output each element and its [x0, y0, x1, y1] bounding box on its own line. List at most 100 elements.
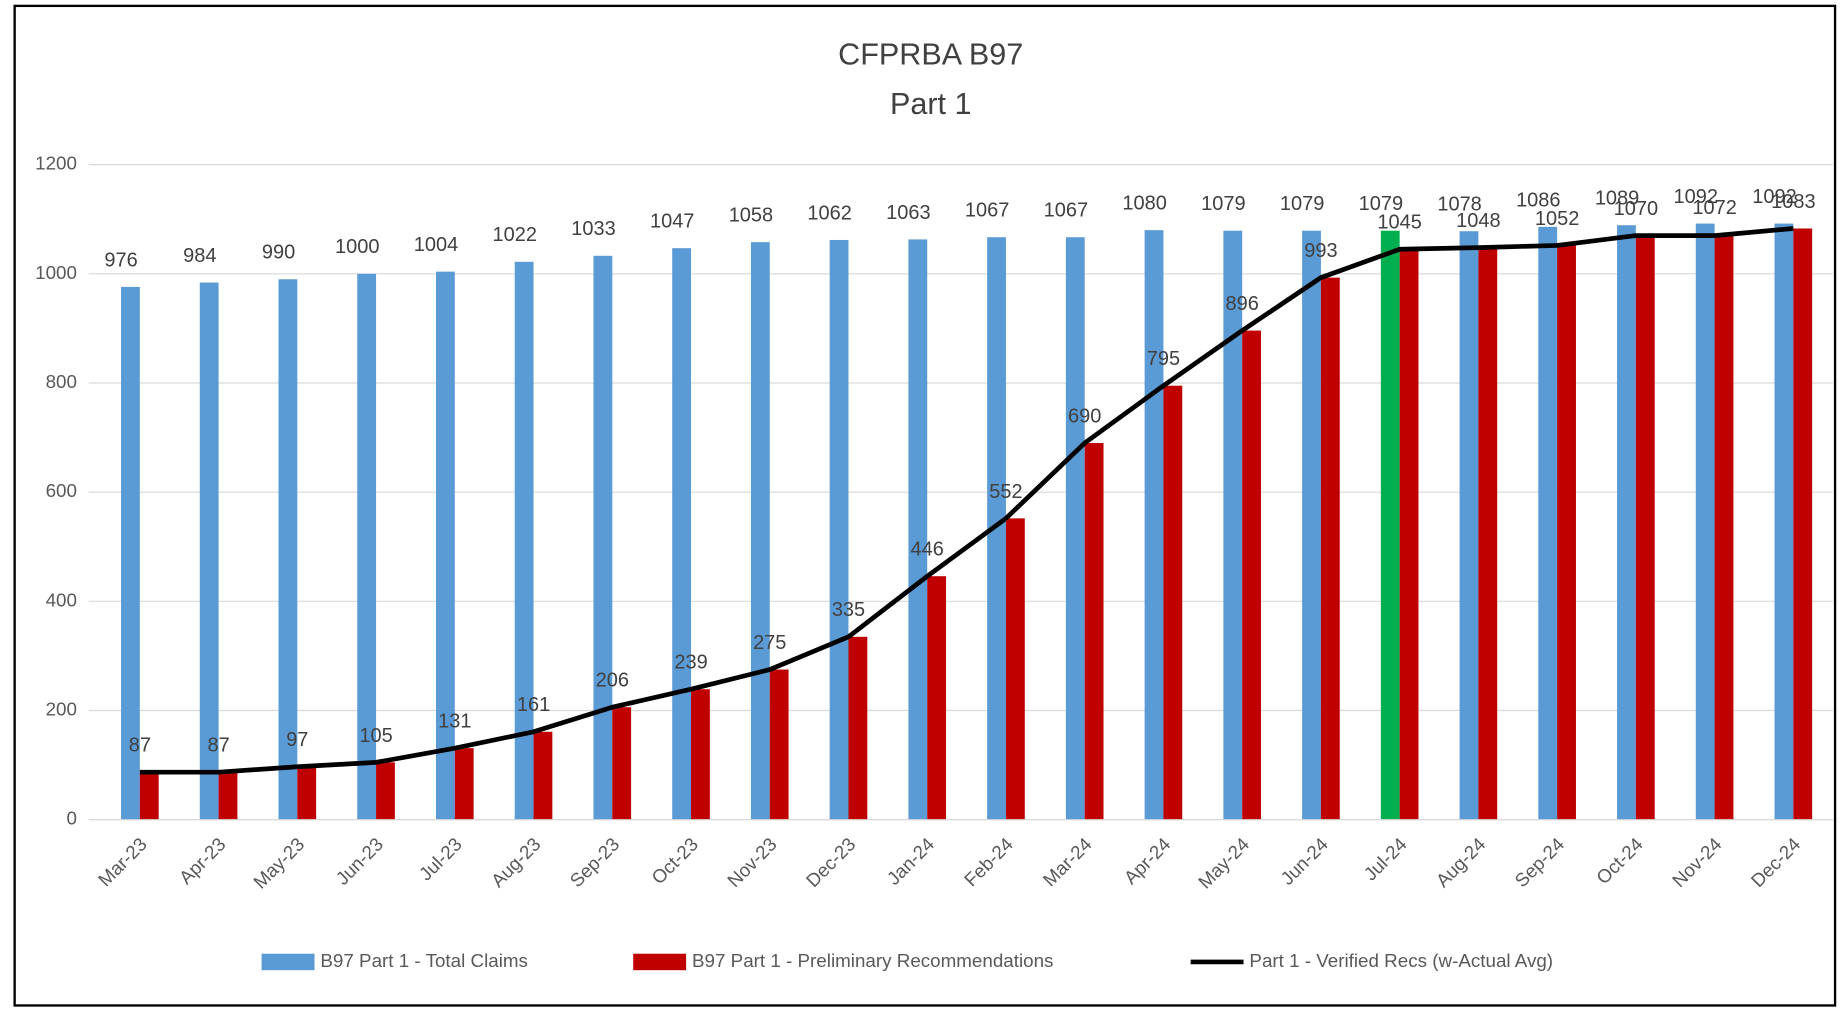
data-label: 984 — [183, 245, 216, 267]
bar — [1714, 234, 1734, 820]
data-label: 1058 — [729, 205, 773, 227]
bar — [750, 242, 770, 820]
bar — [1635, 235, 1655, 820]
data-label: 690 — [1068, 405, 1101, 427]
data-label: 1048 — [1456, 210, 1500, 232]
data-label: 1080 — [1122, 193, 1166, 215]
legend-label: Part 1 - Verified Recs (w-Actual Avg) — [1249, 950, 1553, 971]
data-label: 1086 — [1516, 189, 1560, 211]
y-tick-label: 1000 — [35, 262, 77, 283]
bar — [1459, 231, 1479, 820]
data-label: 1000 — [335, 236, 379, 258]
bar — [908, 239, 928, 820]
data-label: 1092 — [1674, 186, 1718, 208]
data-label: 105 — [359, 725, 392, 747]
data-label: 1083 — [1771, 191, 1815, 213]
data-label: 87 — [207, 735, 229, 757]
data-label: 239 — [674, 652, 707, 674]
legend-label: B97 Part 1 - Preliminary Recommendations — [692, 950, 1053, 971]
data-label: 446 — [911, 539, 944, 561]
y-tick-label: 0 — [66, 808, 76, 829]
data-label: 795 — [1147, 348, 1180, 370]
data-label: 1033 — [571, 218, 615, 240]
legend-swatch — [633, 953, 687, 971]
bar — [218, 772, 238, 820]
legend-label: B97 Part 1 - Total Claims — [320, 950, 528, 971]
bar — [1617, 225, 1636, 820]
bar — [1380, 230, 1400, 820]
bar — [691, 689, 710, 820]
data-label: 131 — [438, 711, 471, 733]
bar — [769, 669, 789, 820]
bar — [297, 766, 317, 820]
data-label: 1079 — [1280, 193, 1324, 215]
data-label: 1067 — [965, 200, 1009, 222]
legend-swatch — [261, 953, 315, 971]
data-label: 1045 — [1377, 212, 1421, 234]
bar — [514, 261, 534, 820]
data-label: 1063 — [886, 202, 930, 224]
bar — [829, 239, 849, 820]
data-label: 1067 — [1044, 200, 1088, 222]
bar — [1538, 226, 1558, 820]
bar — [612, 707, 632, 820]
bar — [1065, 237, 1085, 820]
bar — [357, 273, 377, 820]
data-label: 275 — [753, 632, 786, 654]
data-label: 896 — [1226, 293, 1259, 315]
chart-title: CFPRBA B97 — [838, 38, 1023, 72]
bar — [376, 762, 395, 820]
data-label: 1072 — [1692, 197, 1736, 219]
y-tick-label: 600 — [46, 480, 77, 501]
data-label: 1047 — [650, 211, 694, 233]
data-label: 1004 — [414, 234, 458, 256]
bar — [1320, 277, 1340, 820]
bar — [1163, 385, 1183, 820]
bar — [139, 772, 159, 820]
bar — [533, 731, 553, 820]
data-label: 335 — [832, 599, 865, 621]
bar — [1223, 230, 1243, 820]
y-tick-label: 800 — [46, 371, 77, 392]
bar — [278, 279, 298, 820]
y-tick-label: 400 — [46, 589, 77, 610]
bar — [1005, 518, 1025, 820]
bar — [927, 576, 947, 820]
bar — [1144, 230, 1164, 820]
data-label: 1062 — [807, 202, 851, 224]
data-label: 1070 — [1614, 198, 1658, 220]
y-tick-label: 1200 — [35, 153, 77, 174]
data-label: 161 — [517, 694, 550, 716]
y-tick-label: 200 — [46, 698, 77, 719]
data-label: 1079 — [1359, 193, 1403, 215]
bar — [1774, 223, 1794, 820]
bar — [1557, 245, 1576, 820]
bar — [848, 636, 868, 820]
bar — [1695, 223, 1715, 820]
bar — [1478, 247, 1498, 820]
bar — [1242, 330, 1261, 820]
data-label: 993 — [1304, 240, 1337, 262]
bar — [1399, 249, 1419, 820]
bar — [435, 271, 455, 820]
data-label: 1089 — [1595, 188, 1639, 210]
bar — [199, 282, 219, 820]
line-series — [139, 226, 1794, 775]
data-label: 976 — [104, 249, 137, 271]
data-label: 1092 — [1752, 186, 1796, 208]
data-label: 1079 — [1201, 193, 1245, 215]
bar — [1302, 230, 1321, 820]
bar — [121, 286, 140, 820]
bar — [1793, 228, 1813, 820]
data-label: 1052 — [1535, 208, 1579, 230]
chart-subtitle: Part 1 — [890, 87, 972, 121]
data-label: 552 — [989, 481, 1022, 503]
bar — [593, 255, 613, 820]
data-label: 206 — [596, 670, 629, 692]
bar — [672, 248, 692, 820]
bar — [454, 748, 474, 820]
data-label: 1078 — [1437, 194, 1481, 216]
data-label: 87 — [129, 735, 151, 757]
